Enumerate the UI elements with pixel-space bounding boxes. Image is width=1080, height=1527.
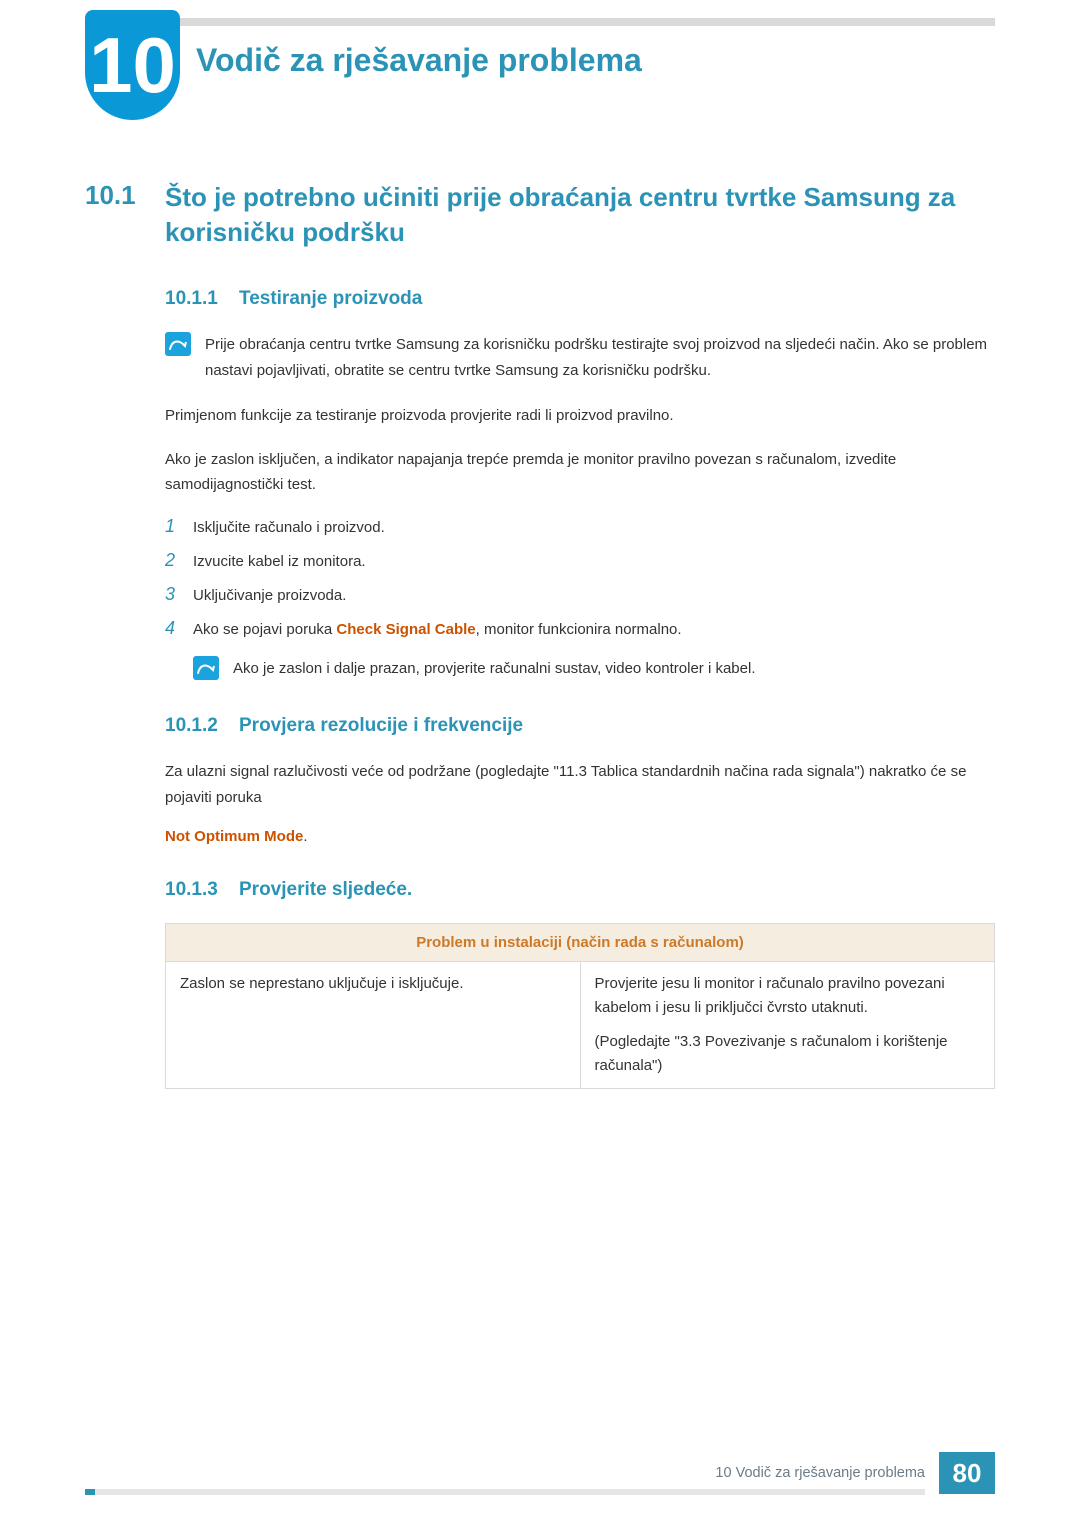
table-row: Zaslon se neprestano uključuje i isključ… — [166, 962, 995, 1089]
note-text: Ako je zaslon i dalje prazan, provjerite… — [233, 656, 756, 682]
list-text: Ako se pojavi poruka Check Signal Cable,… — [193, 618, 682, 642]
list-text: Uključivanje proizvoda. — [193, 584, 346, 608]
chapter-badge: 10 — [85, 10, 180, 120]
highlight-standalone: Not Optimum Mode. — [165, 828, 995, 845]
list-item: 3 Uključivanje proizvoda. — [165, 584, 995, 608]
step4-suffix: , monitor funkcionira normalno. — [476, 621, 682, 638]
section-heading-10-1: 10.1 Što je potrebno učiniti prije obrać… — [85, 180, 995, 250]
chapter-number: 10 — [89, 26, 176, 104]
subsection-number: 10.1.1 — [165, 288, 239, 310]
subsection-number: 10.1.2 — [165, 715, 239, 737]
list-item: 2 Izvucite kabel iz monitora. — [165, 550, 995, 574]
troubleshooting-table: Problem u instalaciji (način rada s raču… — [165, 923, 995, 1089]
table-cell-solution: Provjerite jesu li monitor i računalo pr… — [580, 962, 995, 1089]
body-paragraph: Primjenom funkcije za testiranje proizvo… — [165, 403, 995, 429]
page-footer: 10 Vodič za rješavanje problema 80 — [85, 1451, 995, 1495]
table-cell-problem: Zaslon se neprestano uključuje i isključ… — [166, 962, 581, 1089]
section-number: 10.1 — [85, 180, 165, 250]
subsection-title: Provjerite sljedeće. — [239, 879, 412, 901]
list-number: 1 — [165, 516, 193, 537]
highlight-text: Not Optimum Mode — [165, 828, 303, 845]
note-block: Ako je zaslon i dalje prazan, provjerite… — [193, 656, 995, 682]
list-number: 4 — [165, 618, 193, 639]
solution-line: Provjerite jesu li monitor i računalo pr… — [595, 972, 981, 1020]
section-title: Što je potrebno učiniti prije obraćanja … — [165, 180, 995, 250]
subsection-title: Provjera rezolucije i frekvencije — [239, 715, 523, 737]
content: 10.1 Što je potrebno učiniti prije obrać… — [85, 180, 995, 1089]
list-text: Izvucite kabel iz monitora. — [193, 550, 366, 574]
body-paragraph: Ako je zaslon isključen, a indikator nap… — [165, 447, 995, 498]
chapter-title: Vodič za rješavanje problema — [196, 42, 642, 79]
note-text: Prije obraćanja centru tvrtke Samsung za… — [205, 332, 995, 383]
footer-divider — [85, 1489, 925, 1495]
top-divider — [85, 18, 995, 26]
list-number: 2 — [165, 550, 193, 571]
table-header: Problem u instalaciji (način rada s raču… — [166, 924, 995, 962]
step4-prefix: Ako se pojavi poruka — [193, 621, 336, 638]
subsection-number: 10.1.3 — [165, 879, 239, 901]
body-paragraph: Za ulazni signal razlučivosti veće od po… — [165, 759, 995, 810]
list-text: Isključite računalo i proizvod. — [193, 516, 385, 540]
note-icon — [165, 332, 191, 356]
page-number: 80 — [939, 1452, 995, 1494]
note-icon — [193, 656, 219, 680]
list-item: 1 Isključite računalo i proizvod. — [165, 516, 995, 540]
highlight-text: Check Signal Cable — [336, 621, 475, 638]
note-block: Prije obraćanja centru tvrtke Samsung za… — [165, 332, 995, 383]
subsection-heading-10-1-3: 10.1.3 Provjerite sljedeće. — [165, 879, 995, 901]
punct: . — [303, 828, 307, 845]
subsection-heading-10-1-1: 10.1.1 Testiranje proizvoda — [165, 288, 995, 310]
list-item: 4 Ako se pojavi poruka Check Signal Cabl… — [165, 618, 995, 642]
subsection-title: Testiranje proizvoda — [239, 288, 422, 310]
footer-breadcrumb: 10 Vodič za rješavanje problema — [715, 1465, 925, 1481]
solution-ref: (Pogledajte "3.3 Povezivanje s računalom… — [595, 1030, 981, 1078]
numbered-list: 1 Isključite računalo i proizvod. 2 Izvu… — [165, 516, 995, 642]
subsection-heading-10-1-2: 10.1.2 Provjera rezolucije i frekvencije — [165, 715, 995, 737]
list-number: 3 — [165, 584, 193, 605]
